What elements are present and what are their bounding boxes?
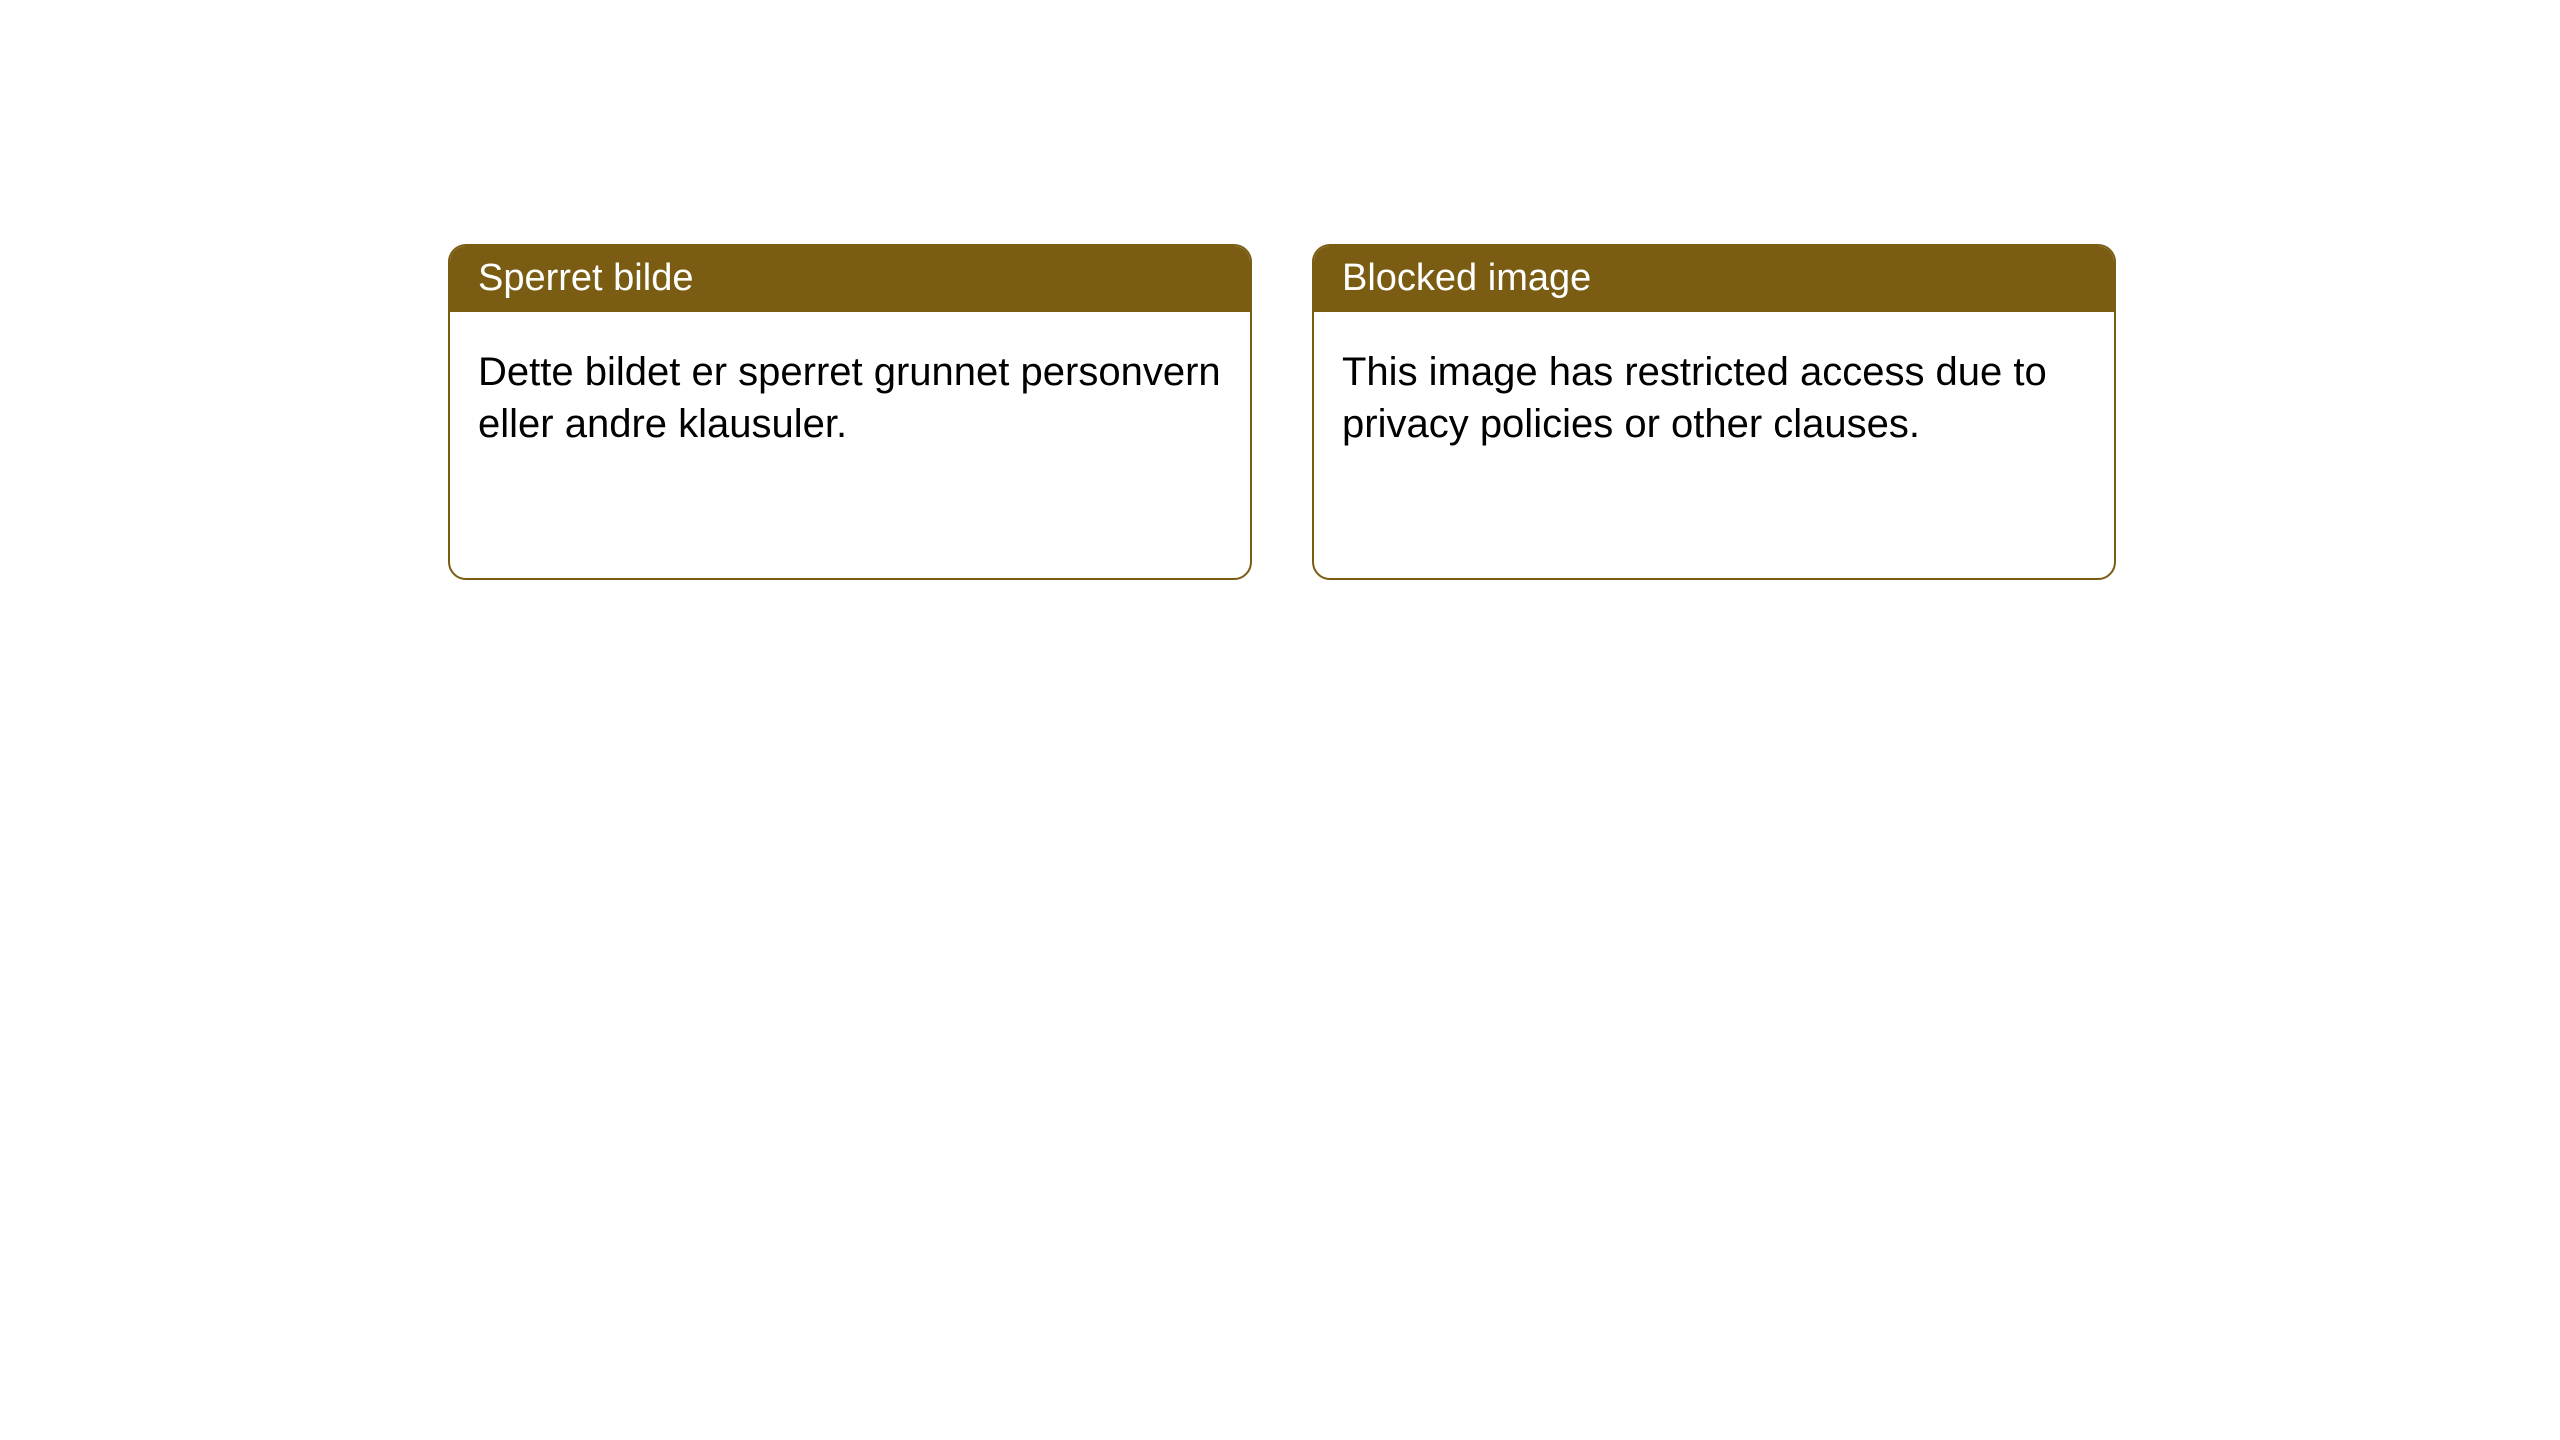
notice-card-english: Blocked image This image has restricted … — [1312, 244, 2116, 580]
card-body: This image has restricted access due to … — [1314, 312, 2114, 484]
notice-card-norwegian: Sperret bilde Dette bildet er sperret gr… — [448, 244, 1252, 580]
card-body: Dette bildet er sperret grunnet personve… — [450, 312, 1250, 484]
card-body-text: Dette bildet er sperret grunnet personve… — [478, 350, 1221, 446]
card-header: Blocked image — [1314, 246, 2114, 312]
card-title: Blocked image — [1342, 257, 1591, 299]
card-body-text: This image has restricted access due to … — [1342, 350, 2047, 446]
card-title: Sperret bilde — [478, 257, 693, 299]
notice-container: Sperret bilde Dette bildet er sperret gr… — [0, 0, 2560, 580]
card-header: Sperret bilde — [450, 246, 1250, 312]
